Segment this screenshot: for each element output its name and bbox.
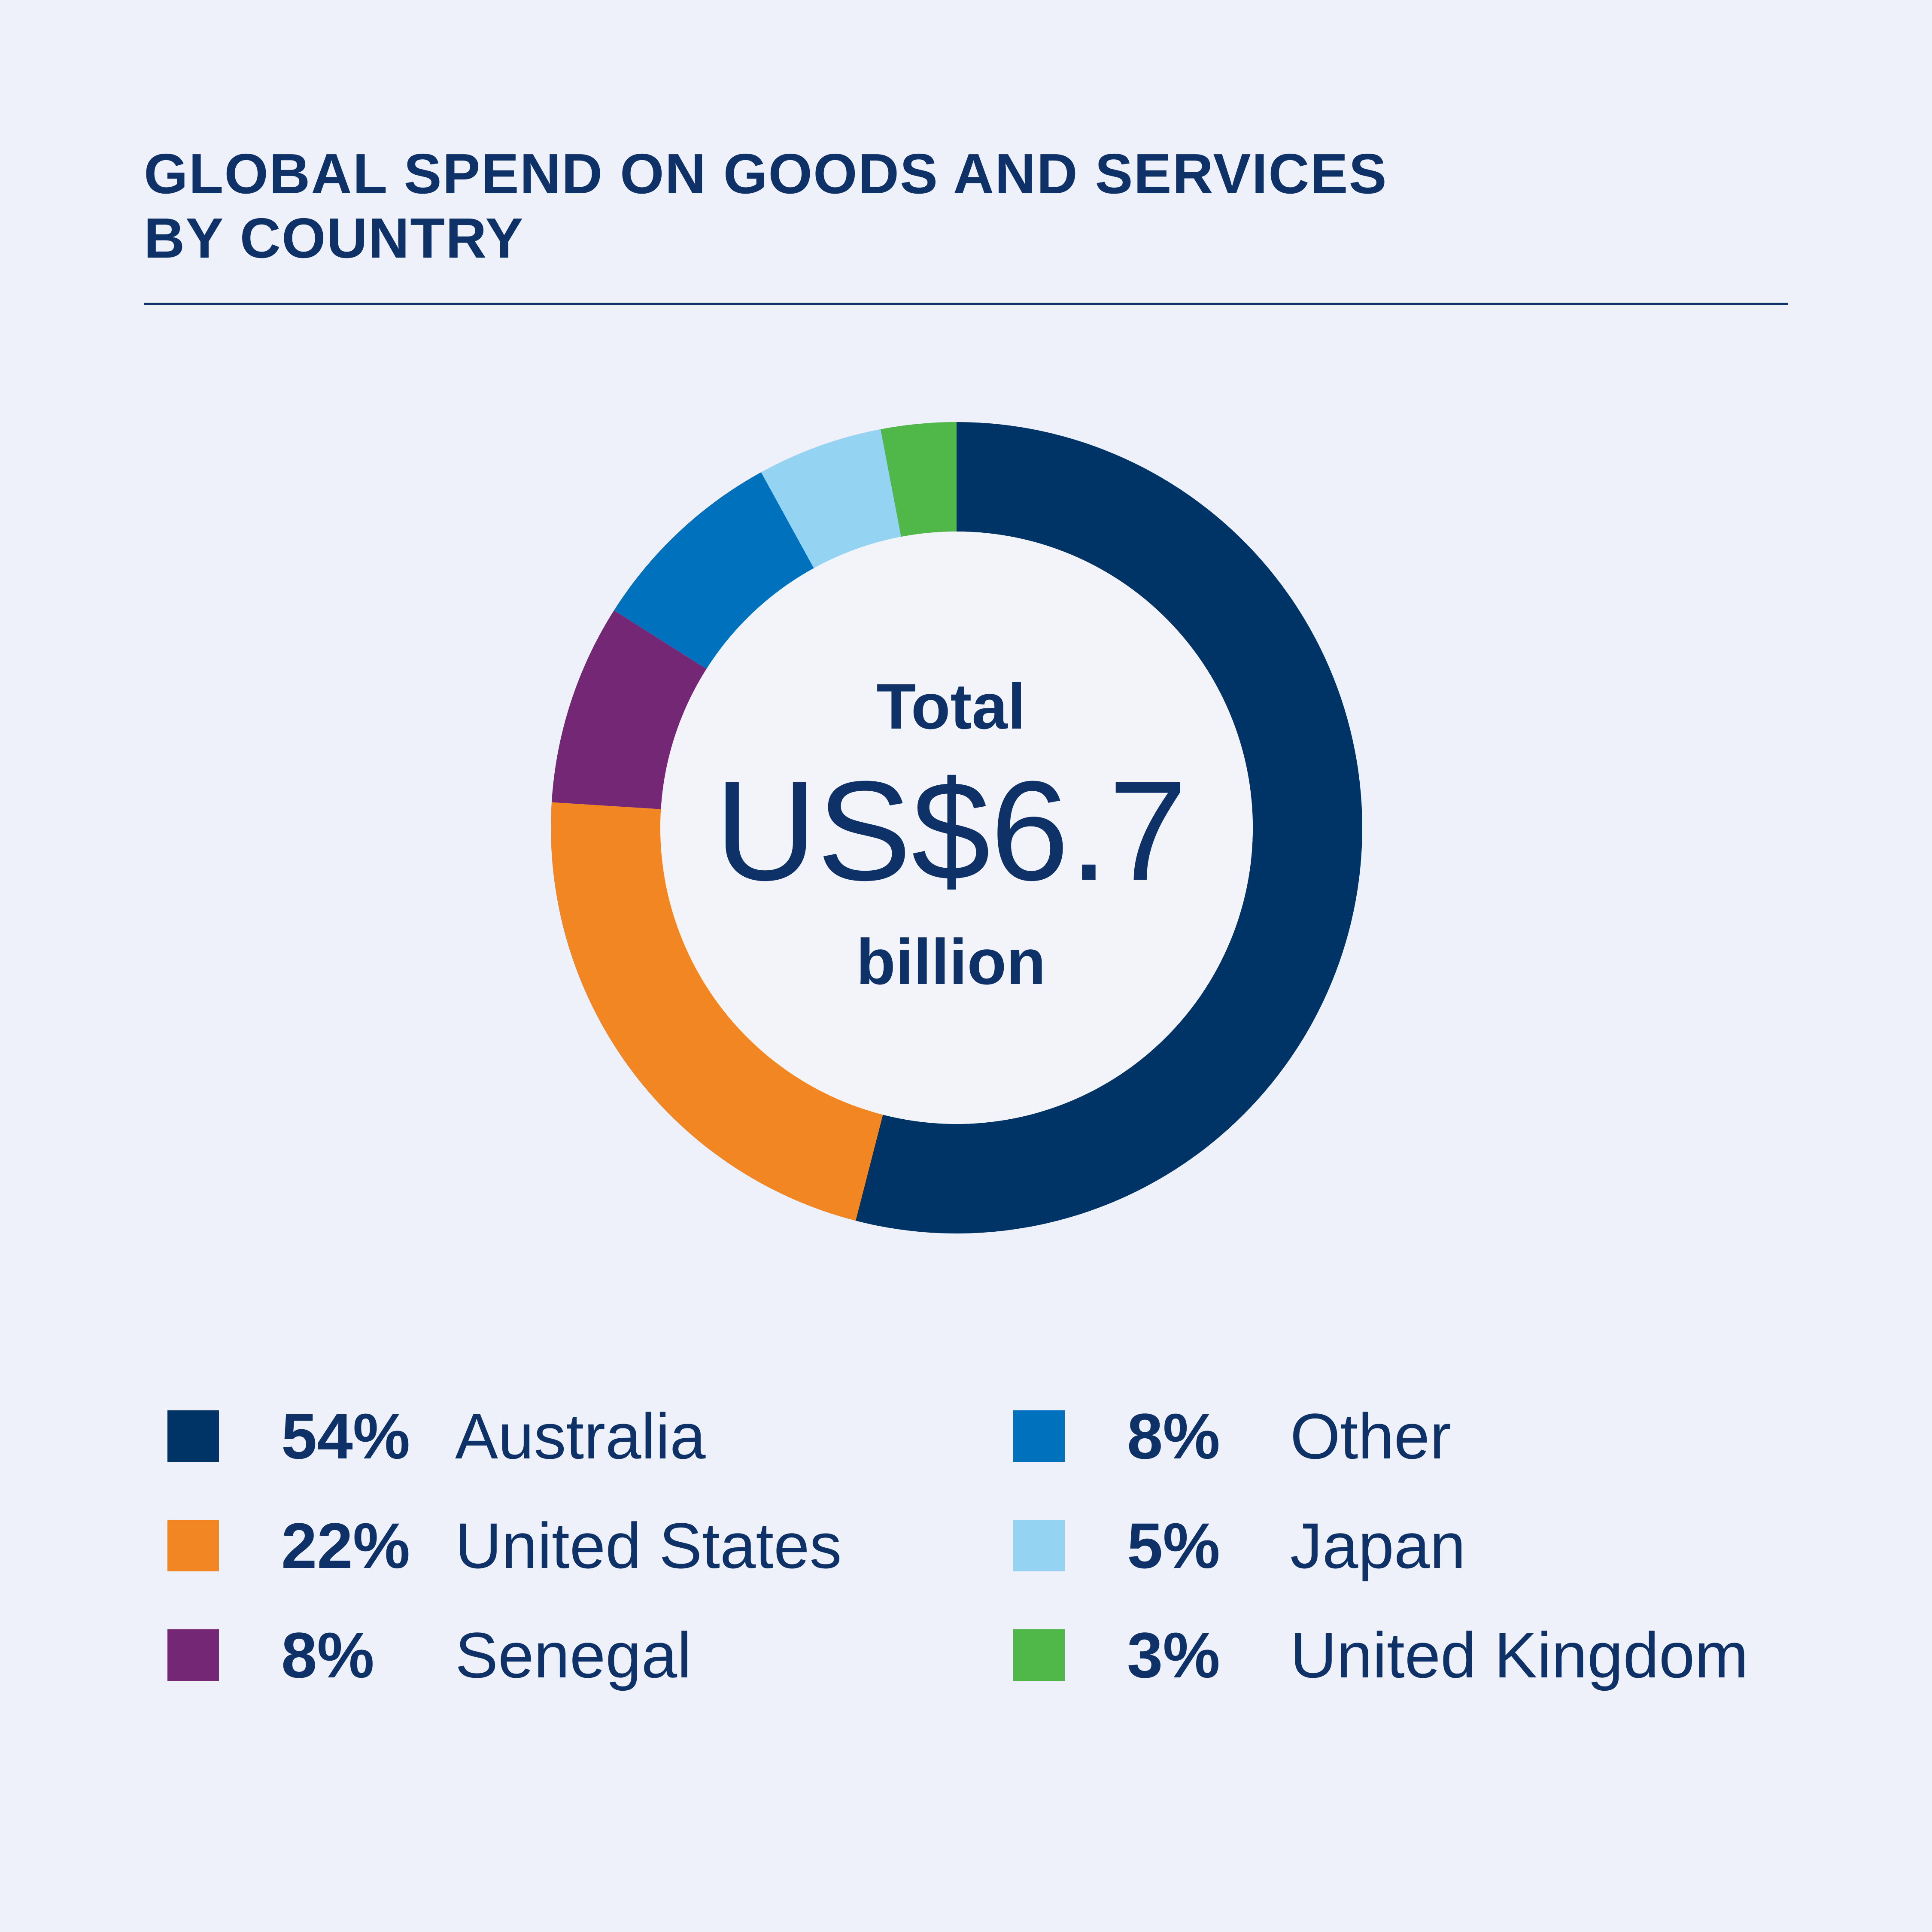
donut-slice-other [614,472,814,669]
legend-swatch-united-kingdom [1013,1629,1065,1681]
legend-label-australia: Australia [455,1400,706,1472]
title-divider [144,303,1788,305]
legend-percent-united-states: 22% [281,1510,410,1582]
legend-label-united-kingdom: United Kingdom [1290,1619,1749,1691]
legend-label-japan: Japan [1290,1510,1466,1582]
legend-percent-senegal: 8% [281,1619,374,1691]
donut-slice-australia [855,422,1363,1234]
chart-title: GLOBAL SPEND ON GOODS AND SERVICES BY CO… [144,142,1646,270]
legend-label-united-states: United States [455,1510,842,1582]
center-total-label: Total [876,670,1026,742]
legend-label-senegal: Senegal [455,1619,692,1691]
center-total-unit: billion [856,926,1046,998]
legend-percent-other: 8% [1127,1400,1220,1472]
donut-slice-united-states [551,802,883,1221]
legend-swatch-japan [1013,1520,1065,1571]
legend-percent-united-kingdom: 3% [1127,1619,1220,1691]
donut-slice-senegal [551,610,707,809]
donut-center [660,532,1253,1124]
center-total-value: US$6.7 [714,751,1188,910]
donut-slice-united-kingdom [880,422,957,537]
legend-swatch-australia [167,1410,219,1462]
chart-title-line-1: GLOBAL SPEND ON GOODS AND SERVICES [144,142,1388,205]
legend-swatch-senegal [167,1629,219,1681]
chart-title-line-2: BY COUNTRY [144,207,524,270]
legend-swatch-united-states [167,1520,219,1571]
legend-percent-japan: 5% [1127,1510,1220,1582]
legend-label-other: Other [1290,1400,1452,1472]
donut-slice-japan [761,429,901,568]
legend-percent-australia: 54% [281,1400,410,1472]
legend-swatch-other [1013,1410,1065,1462]
